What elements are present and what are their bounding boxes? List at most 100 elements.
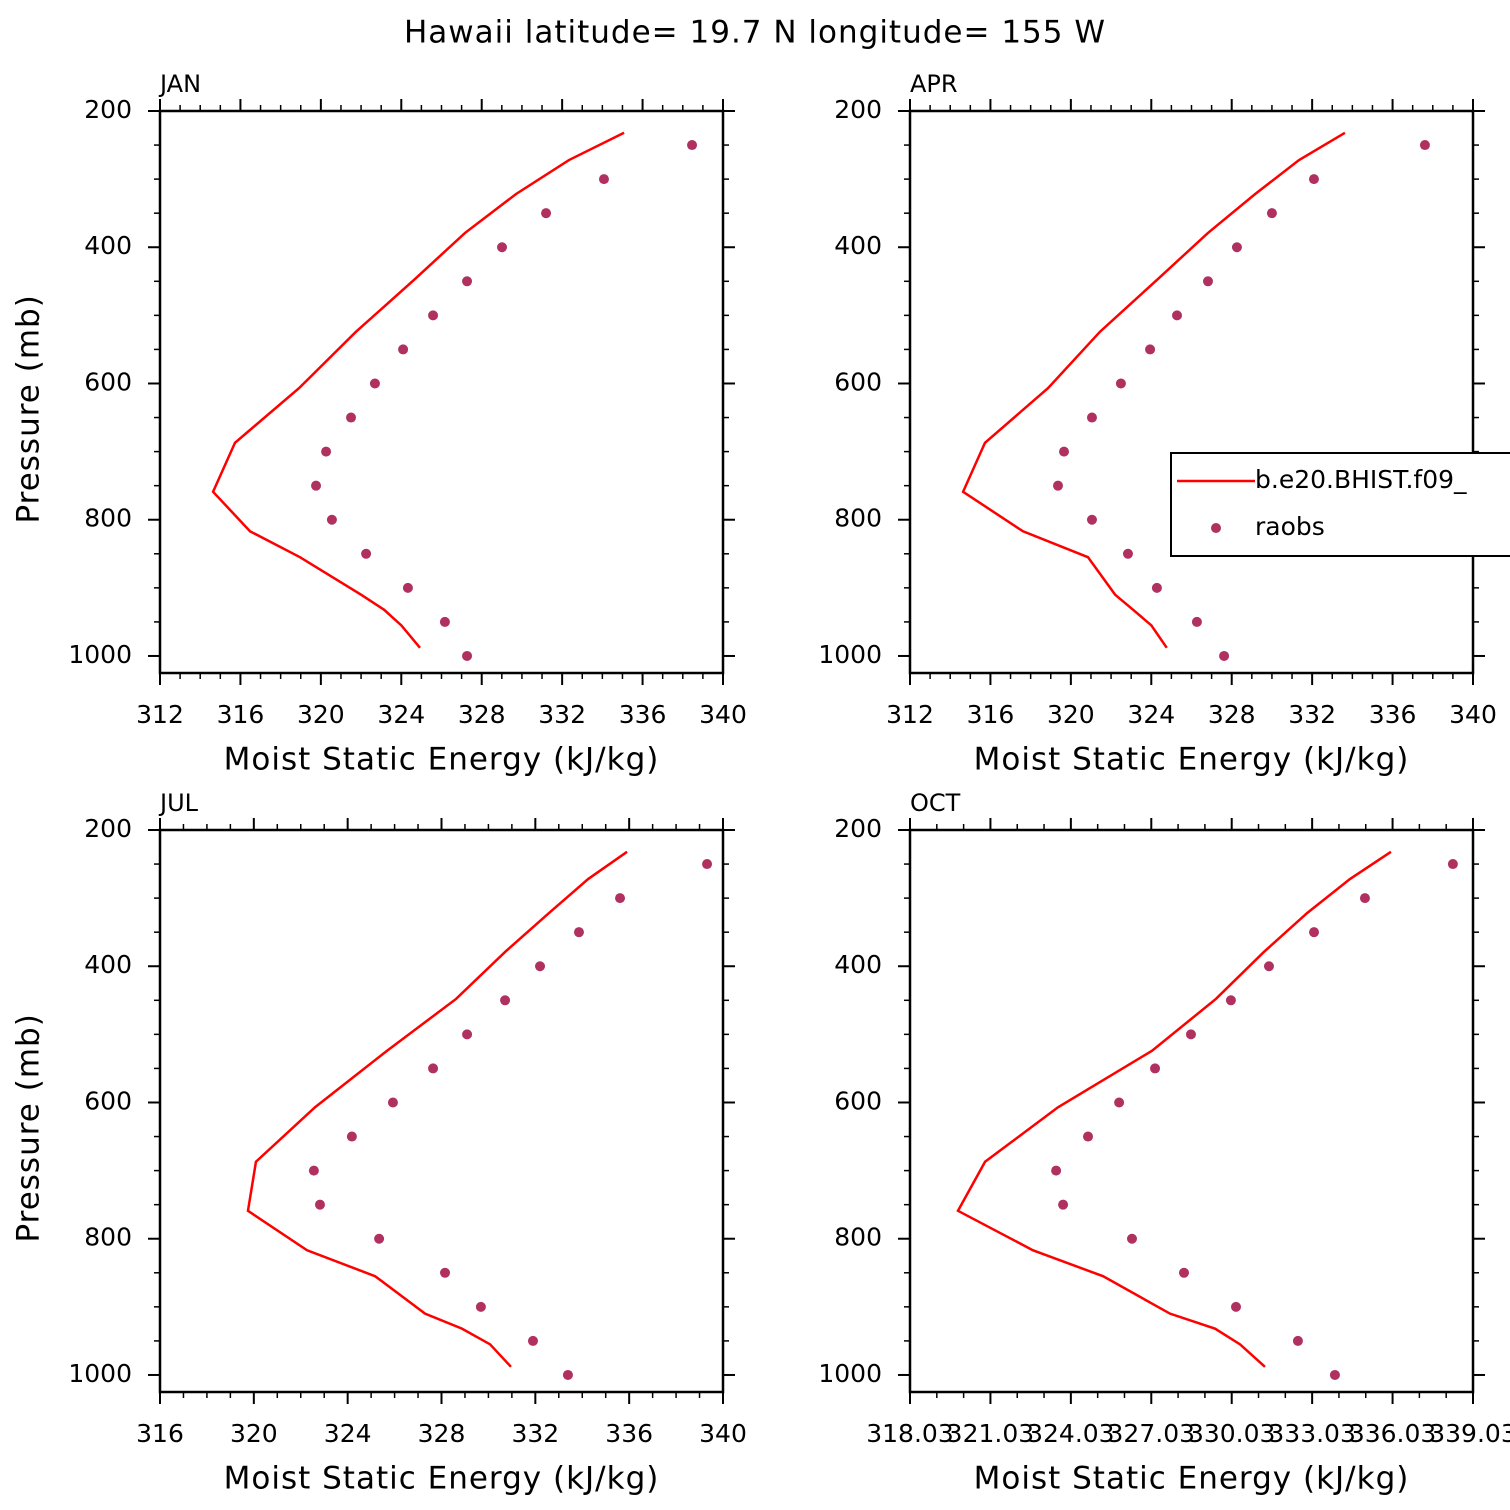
figure-title: Hawaii latitude= 19.7 N longitude= 155 W: [404, 15, 1106, 51]
obs-point: [535, 961, 546, 972]
x-tick-label: 328: [458, 700, 506, 729]
x-tick-label: 332: [1288, 700, 1336, 729]
x-tick-label: 332: [511, 1419, 559, 1448]
obs-point: [1114, 1097, 1125, 1108]
obs-point: [402, 582, 413, 593]
x-tick-label: 321.03: [947, 1419, 1034, 1448]
panel-title: JUL: [158, 789, 199, 817]
y-tick-label: 800: [834, 1223, 882, 1252]
obs-point: [1225, 995, 1236, 1006]
y-tick-label: 800: [84, 504, 132, 533]
y-tick-label: 600: [84, 367, 132, 396]
plot-frame: [908, 828, 1475, 1394]
obs-point: [573, 927, 584, 938]
plot-frame: [908, 109, 1475, 675]
x-tick-label: 312: [136, 700, 184, 729]
y-tick-label: 200: [84, 95, 132, 124]
y-tick-label: 1000: [68, 1359, 132, 1388]
profile-line: [211, 131, 625, 649]
obs-point: [615, 893, 626, 904]
x-tick-label: 320: [230, 1419, 278, 1448]
panel-title: OCT: [910, 789, 961, 817]
obs-point: [440, 1267, 451, 1278]
panel-title: JAN: [158, 70, 201, 98]
obs-point: [1178, 1267, 1189, 1278]
obs-point: [1086, 412, 1097, 423]
x-axis-label: Moist Static Energy (kJ/kg): [224, 1461, 660, 1497]
panel-title: APR: [910, 70, 958, 98]
x-tick-label: 320: [297, 700, 345, 729]
obs-point: [1051, 1165, 1062, 1176]
obs-point: [1231, 242, 1242, 253]
x-tick-label: 336: [1369, 700, 1417, 729]
obs-point: [1231, 1301, 1242, 1312]
x-tick-label: 312: [886, 700, 934, 729]
x-tick-label: 324: [377, 700, 425, 729]
x-tick-label: 336: [605, 1419, 653, 1448]
x-tick-label: 316: [136, 1419, 184, 1448]
obs-point: [1150, 1063, 1161, 1074]
obs-point: [314, 1199, 325, 1210]
profile-line: [961, 131, 1346, 649]
plot-frame: [158, 109, 725, 675]
x-tick-label: 340: [699, 700, 747, 729]
x-tick-label: 318.03: [866, 1419, 953, 1448]
obs-point: [462, 276, 473, 287]
obs-point: [1059, 446, 1070, 457]
obs-point: [497, 242, 508, 253]
x-axis-label: Moist Static Energy (kJ/kg): [974, 742, 1410, 778]
obs-point: [1122, 548, 1133, 559]
y-tick-label: 200: [834, 95, 882, 124]
y-tick-label: 400: [84, 950, 132, 979]
obs-point: [308, 1165, 319, 1176]
obs-point: [439, 616, 450, 627]
obs-point: [1172, 310, 1183, 321]
x-tick-label: 333.03: [1268, 1419, 1355, 1448]
y-tick-label: 600: [84, 1086, 132, 1115]
legend-marker: [1211, 523, 1221, 533]
obs-point: [1202, 276, 1213, 287]
y-tick-label: 800: [834, 504, 882, 533]
obs-point: [1309, 927, 1320, 938]
x-tick-label: 328: [418, 1419, 466, 1448]
y-tick-label: 400: [84, 231, 132, 260]
obs-point: [321, 446, 332, 457]
profile-line: [246, 850, 628, 1368]
obs-point: [462, 1029, 473, 1040]
x-tick-label: 327.03: [1108, 1419, 1195, 1448]
obs-point: [1308, 174, 1319, 185]
obs-point: [562, 1369, 573, 1380]
x-tick-label: 340: [1449, 700, 1497, 729]
x-tick-label: 332: [538, 700, 586, 729]
obs-point: [527, 1335, 538, 1346]
obs-point: [428, 310, 439, 321]
obs-point: [369, 378, 380, 389]
obs-point: [346, 412, 357, 423]
obs-point: [326, 514, 337, 525]
y-tick-label: 1000: [818, 640, 882, 669]
obs-point: [1185, 1029, 1196, 1040]
obs-point: [1447, 859, 1458, 870]
y-tick-label: 600: [834, 1086, 882, 1115]
obs-point: [1115, 378, 1126, 389]
obs-point: [1263, 961, 1274, 972]
obs-point: [500, 995, 511, 1006]
legend-label: raobs: [1255, 512, 1325, 541]
y-tick-label: 200: [834, 814, 882, 843]
obs-point: [1419, 140, 1430, 151]
y-tick-label: 600: [834, 367, 882, 396]
obs-point: [702, 859, 713, 870]
x-tick-label: 324: [1127, 700, 1175, 729]
x-tick-label: 330.03: [1188, 1419, 1275, 1448]
obs-point: [1086, 514, 1097, 525]
obs-point: [1052, 480, 1063, 491]
x-axis-label: Moist Static Energy (kJ/kg): [224, 742, 660, 778]
obs-point: [1219, 650, 1230, 661]
legend-box: [1170, 452, 1510, 557]
x-tick-label: 328: [1208, 700, 1256, 729]
x-tick-label: 340: [699, 1419, 747, 1448]
obs-point: [462, 650, 473, 661]
obs-point: [541, 208, 552, 219]
obs-point: [1145, 344, 1156, 355]
